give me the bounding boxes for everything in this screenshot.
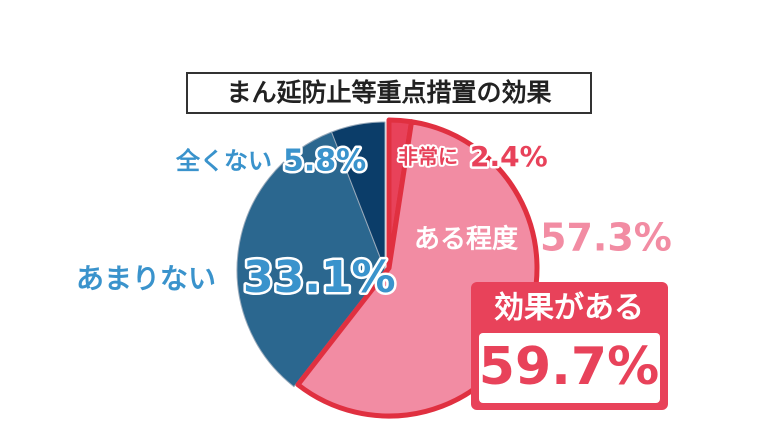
category-label: ある程度 (414, 224, 518, 255)
pie-slice (331, 121, 386, 271)
value-label: 5.8% (283, 144, 366, 179)
title-box (186, 72, 592, 114)
value-label: 33.1% (243, 252, 396, 303)
labels: 非常に 2.4% ある程度 57.3% あまりない 33.1% 全くない 5.8% (74, 138, 674, 306)
callout-value: 59.7% (479, 337, 659, 397)
value-label: 2.4% (470, 140, 548, 173)
category-label: 全くない (175, 147, 272, 175)
value-label: 57.3% (540, 216, 672, 260)
chart-title: まん延防止等重点措置の効果 (226, 78, 551, 107)
pie-slice (236, 131, 386, 388)
callout-inner (479, 333, 660, 403)
callout-title: 効果がある (494, 291, 644, 326)
category-label: あまりない (76, 262, 216, 295)
category-label: 非常に (398, 145, 458, 169)
